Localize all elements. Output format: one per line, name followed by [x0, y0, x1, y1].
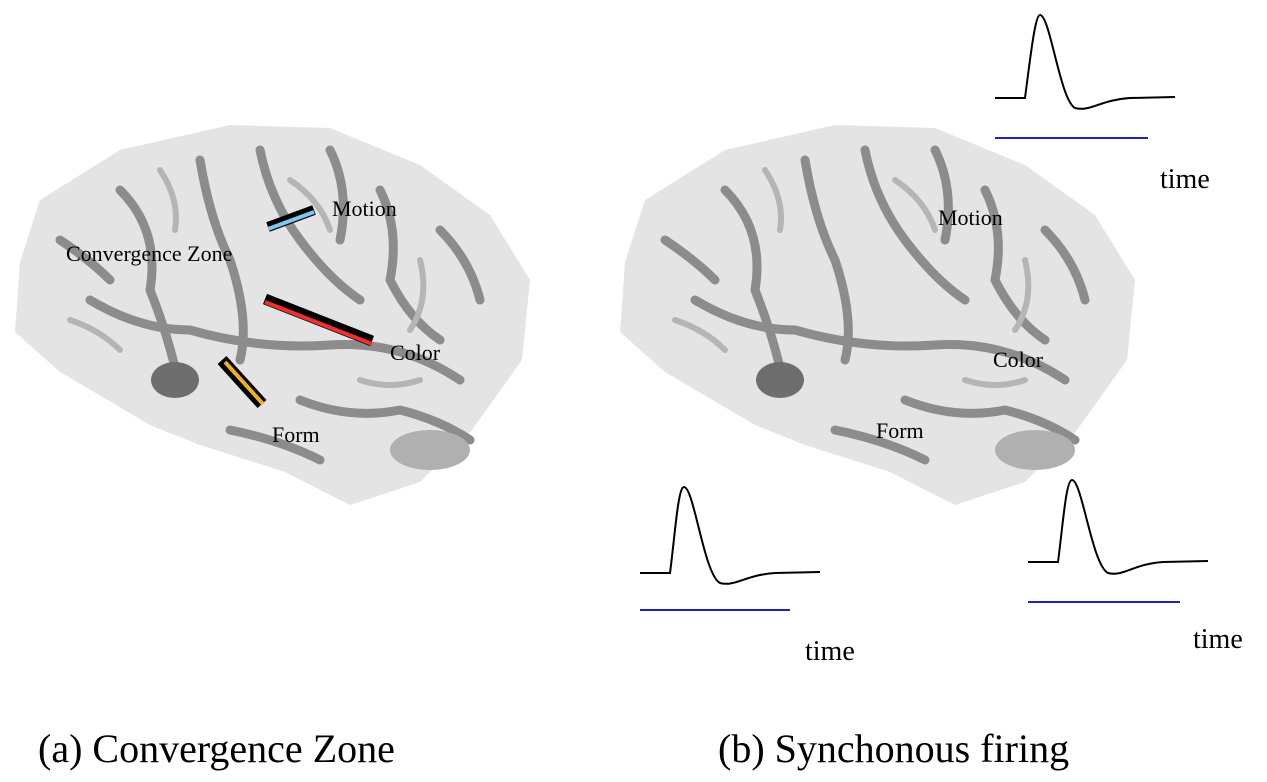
label: Convergence Zone	[66, 241, 233, 266]
label: Motion	[332, 196, 397, 221]
time-label: time	[805, 636, 855, 667]
electrode-motion	[266, 205, 316, 232]
time-label: time	[1160, 164, 1210, 195]
spike-traces	[640, 13, 1209, 585]
time-axes	[640, 137, 1180, 611]
caption: (a) Convergence Zone	[38, 726, 395, 771]
label: Color	[390, 340, 441, 365]
label: Color	[993, 347, 1044, 372]
electrode-color	[262, 293, 375, 347]
brain-a	[15, 125, 530, 505]
electrode-form	[217, 355, 267, 409]
label: Form	[272, 422, 320, 447]
caption: (b) Synchonous firing	[718, 726, 1070, 771]
brain-b	[620, 125, 1135, 505]
label: Motion	[938, 205, 1003, 230]
time-label: time	[1193, 624, 1243, 655]
label: Form	[876, 418, 924, 443]
